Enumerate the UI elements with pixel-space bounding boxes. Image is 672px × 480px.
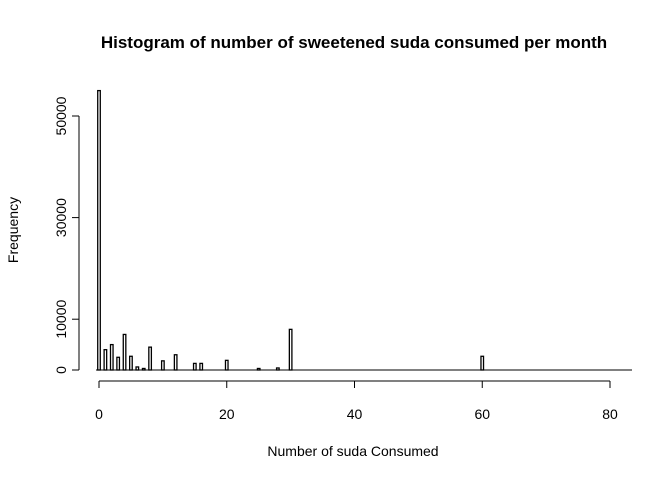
x-axis-label: Number of suda Consumed [267, 443, 438, 459]
histogram-bar [148, 346, 153, 371]
histogram-bar [160, 360, 165, 371]
histogram-bars [96, 89, 632, 371]
chart-title: Histogram of number of sweetened suda co… [101, 33, 607, 52]
histogram-bar [103, 349, 108, 371]
histogram-bar [288, 328, 293, 371]
x-tick-label: 40 [347, 406, 363, 422]
y-axis-label: Frequency [5, 197, 21, 263]
histogram-bar [122, 333, 127, 371]
histogram-bar [224, 359, 229, 371]
y-axis: 0 10000 30000 50000 [53, 96, 80, 374]
y-tick-label: 30000 [53, 198, 69, 237]
histogram-bar [192, 362, 197, 371]
x-axis: 0 20 40 60 80 [95, 380, 618, 422]
histogram-bar [173, 354, 178, 371]
histogram-bar [109, 343, 114, 371]
x-tick-label: 0 [95, 406, 103, 422]
histogram-bar [199, 362, 204, 371]
y-tick-label: 0 [53, 366, 69, 374]
histogram-bar [97, 89, 101, 371]
x-tick-label: 20 [219, 406, 235, 422]
y-tick-label: 10000 [53, 300, 69, 339]
y-tick-label: 50000 [53, 96, 69, 135]
x-tick-label: 60 [474, 406, 490, 422]
x-tick-label: 80 [602, 406, 618, 422]
histogram-bar [129, 355, 133, 371]
histogram-bar [116, 356, 121, 371]
histogram-bar [480, 355, 485, 371]
